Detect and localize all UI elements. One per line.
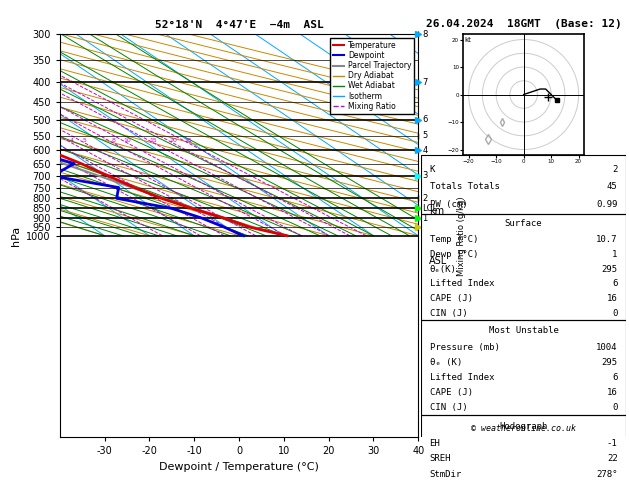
Text: © weatheronline.co.uk: © weatheronline.co.uk (471, 424, 576, 434)
Text: 20: 20 (169, 138, 177, 143)
Text: CIN (J): CIN (J) (430, 309, 467, 317)
Text: LCL: LCL (423, 204, 438, 213)
Text: 295: 295 (601, 265, 618, 274)
Text: PW (cm): PW (cm) (430, 200, 467, 209)
Text: 16: 16 (607, 294, 618, 303)
Text: CAPE (J): CAPE (J) (430, 388, 472, 397)
Text: 7: 7 (423, 78, 428, 87)
Legend: Temperature, Dewpoint, Parcel Trajectory, Dry Adiabat, Wet Adiabat, Isotherm, Mi: Temperature, Dewpoint, Parcel Trajectory… (330, 38, 415, 114)
Text: EH: EH (430, 439, 440, 448)
Title: 52°18'N  4°47'E  −4m  ASL: 52°18'N 4°47'E −4m ASL (155, 20, 323, 31)
X-axis label: Dewpoint / Temperature (°C): Dewpoint / Temperature (°C) (159, 462, 319, 472)
Bar (421, 320, 626, 415)
Text: kt: kt (464, 37, 471, 43)
Text: 0.99: 0.99 (596, 200, 618, 209)
Text: 8: 8 (111, 138, 115, 143)
Text: Mixing Ratio (g/kg): Mixing Ratio (g/kg) (457, 196, 466, 276)
Text: -1: -1 (607, 439, 618, 448)
Text: 4: 4 (423, 146, 428, 155)
Text: 6: 6 (423, 115, 428, 124)
Text: 6: 6 (612, 373, 618, 382)
Text: Dewp (°C): Dewp (°C) (430, 250, 478, 259)
Text: 26.04.2024  18GMT  (Base: 12): 26.04.2024 18GMT (Base: 12) (426, 19, 621, 29)
Bar (421, 155, 626, 213)
Text: CAPE (J): CAPE (J) (430, 294, 472, 303)
Text: 5: 5 (423, 131, 428, 140)
Text: 1: 1 (612, 250, 618, 259)
Text: θₑ(K): θₑ(K) (430, 265, 457, 274)
Text: SREH: SREH (430, 454, 451, 463)
Text: 16: 16 (607, 388, 618, 397)
Text: 2: 2 (612, 165, 618, 174)
Text: 10: 10 (123, 138, 131, 143)
Text: 3: 3 (423, 172, 428, 180)
Text: StmDir: StmDir (430, 470, 462, 479)
Text: θₑ (K): θₑ (K) (430, 358, 462, 367)
Text: 0: 0 (612, 403, 618, 412)
Text: Temp (°C): Temp (°C) (430, 235, 478, 244)
Bar (421, 213, 626, 320)
Text: 1: 1 (423, 213, 428, 223)
Y-axis label: hPa: hPa (11, 226, 21, 246)
Text: CIN (J): CIN (J) (430, 403, 467, 412)
Text: 0: 0 (612, 309, 618, 317)
Text: km: km (429, 206, 444, 215)
Text: ASL: ASL (429, 256, 447, 266)
Text: 2: 2 (423, 194, 428, 203)
Text: 4: 4 (70, 138, 74, 143)
Text: 278°: 278° (596, 470, 618, 479)
Bar (421, 415, 626, 486)
Text: Totals Totals: Totals Totals (430, 182, 499, 191)
Text: Most Unstable: Most Unstable (489, 327, 559, 335)
Text: Hodograph: Hodograph (499, 422, 548, 431)
Text: 6: 6 (612, 279, 618, 288)
Text: K: K (430, 165, 435, 174)
Text: 10.7: 10.7 (596, 235, 618, 244)
Text: 45: 45 (607, 182, 618, 191)
Text: 5: 5 (83, 138, 87, 143)
Text: Pressure (mb): Pressure (mb) (430, 343, 499, 352)
Text: 295: 295 (601, 358, 618, 367)
Text: 8: 8 (423, 30, 428, 38)
Text: 15: 15 (150, 138, 157, 143)
Text: 22: 22 (607, 454, 618, 463)
Text: 1004: 1004 (596, 343, 618, 352)
Text: 25: 25 (184, 138, 192, 143)
Text: Lifted Index: Lifted Index (430, 373, 494, 382)
Text: Lifted Index: Lifted Index (430, 279, 494, 288)
Text: Surface: Surface (505, 219, 542, 228)
